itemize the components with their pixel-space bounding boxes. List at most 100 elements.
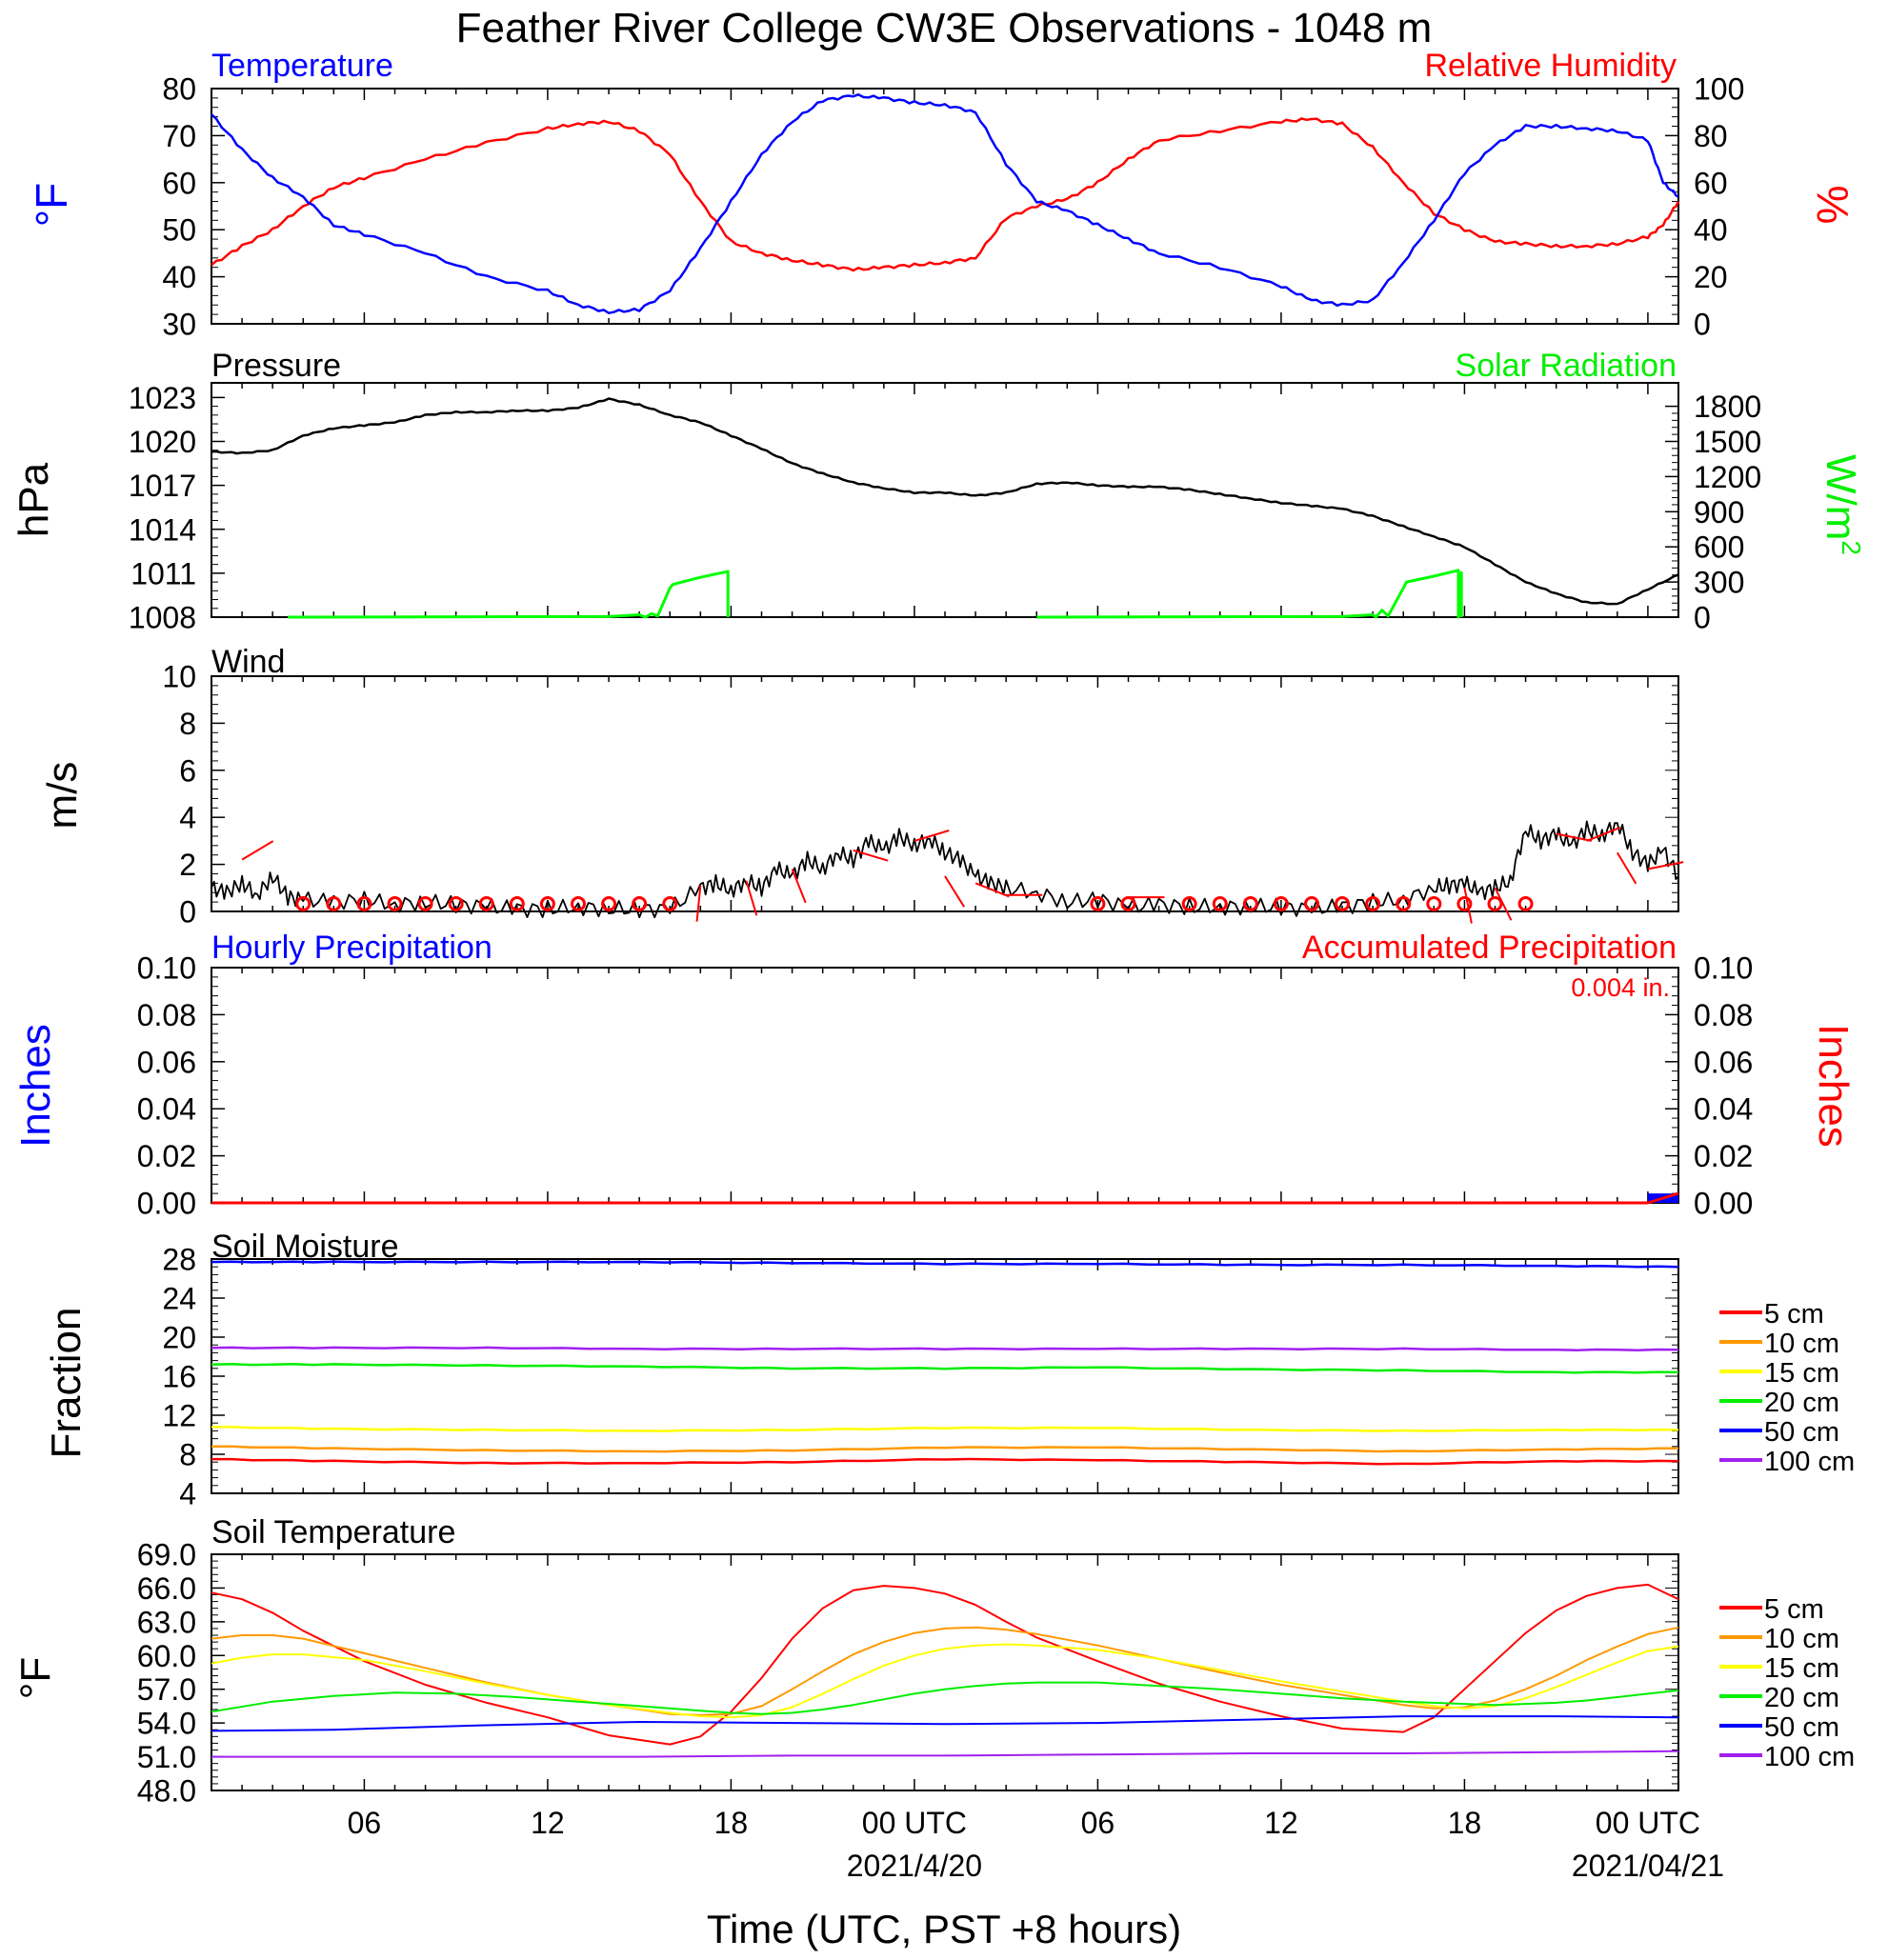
y-tick-label: 28 (162, 1243, 196, 1277)
y-tick-label: 8 (179, 707, 196, 741)
x-axis-tick-labels: 06 12 18 00 UTC 06 12 18 00 UTC 2021/4/20 2021/04… (348, 1806, 1724, 1883)
solar-line-day1 (288, 570, 730, 619)
legend-label: 5 cm (1764, 1299, 1824, 1330)
y-tick-label: 0.02 (137, 1139, 196, 1173)
accum-precip-line (211, 1191, 1679, 1205)
y-tick-label: 40 (162, 260, 196, 294)
x-tick-label: 18 (714, 1806, 749, 1840)
y-tick-label: 0.06 (137, 1045, 196, 1079)
wind-barb (745, 880, 758, 916)
wind-barb (241, 840, 274, 861)
wind-barb (1556, 832, 1593, 842)
calm-wind-marker (326, 896, 342, 911)
axis-label-soil-moisture: Fraction (43, 1308, 90, 1459)
panel-soil-temperature: Soil Temperature °F 48.051.054.057.060.0… (12, 1514, 1855, 1809)
y-tick-label: 57.0 (137, 1672, 196, 1707)
soil-moisture-line (211, 1260, 1679, 1269)
y-tick-label: 80 (162, 72, 196, 107)
plot-precipitation: 0.00 0.02 0.04 0.06 0.08 0.10 0.00 0.02 0.04 0.06… (137, 951, 1754, 1221)
wind-barb (974, 882, 1010, 898)
wind-barb (791, 869, 807, 904)
legend-label: 100 cm (1764, 1447, 1855, 1477)
y-tick-label: 66.0 (137, 1571, 196, 1606)
y-tick-label: 50 (162, 213, 196, 248)
y-tick-label: 69.0 (137, 1538, 196, 1572)
calm-wind-marker (571, 896, 586, 911)
y-tick-label: 20 (1694, 260, 1728, 294)
calm-wind-marker (662, 896, 678, 911)
panel-precipitation: Hourly Precipitation Accumulated Precipi… (12, 930, 1857, 1221)
y-tick-label: 2 (179, 848, 196, 882)
y-tick-label: 1500 (1694, 425, 1761, 459)
soil-moisture-line (211, 1346, 1679, 1351)
y-tick-label: 0 (1694, 308, 1711, 342)
calm-wind-marker (1273, 896, 1289, 911)
y-tick-label: 80 (1694, 119, 1728, 153)
axis-label-solar: W/m2 (1818, 454, 1866, 555)
panel-title-hourly-precip: Hourly Precipitation (211, 930, 492, 966)
calm-wind-marker (1090, 896, 1106, 911)
temperature-line (211, 93, 1679, 314)
y-tick-label: 100 (1694, 72, 1744, 107)
legend-label: 10 cm (1764, 1624, 1839, 1654)
legend-label: 100 cm (1764, 1742, 1855, 1772)
calm-wind-marker (539, 896, 555, 911)
panel-title-wind: Wind (211, 644, 285, 680)
legend-label: 5 cm (1764, 1594, 1824, 1625)
axis-label-pressure: hPa (10, 462, 57, 537)
y-tick-label: 60.0 (137, 1639, 196, 1673)
y-tick-label: 1800 (1694, 390, 1761, 424)
soil-moisture-line (211, 1426, 1679, 1432)
y-tick-label: 8 (179, 1438, 196, 1472)
y-tick-label: 0.04 (137, 1092, 196, 1127)
y-tick-label: 60 (1694, 166, 1728, 200)
x-tick-label: 12 (1264, 1806, 1298, 1840)
legend-label: 20 cm (1764, 1683, 1839, 1713)
axis-label-temperature: °F (27, 183, 76, 228)
plot-soil-moisture: 4 8 12 16 20 24 28 (162, 1243, 1679, 1511)
wind-barb (1647, 861, 1684, 870)
y-tick-label: 1014 (129, 512, 196, 547)
axis-label-accum-precip: Inches (1810, 1024, 1857, 1148)
panel-title-solar: Solar Radiation (1456, 348, 1677, 384)
plot-soil-temperature: 48.051.054.057.060.063.066.069.0 (137, 1538, 1679, 1809)
wind-barb (914, 830, 950, 842)
solar-line-day2 (1036, 569, 1463, 619)
soil-moisture-line (211, 1363, 1679, 1374)
legend-label: 10 cm (1764, 1329, 1839, 1359)
y-tick-label: 12 (162, 1399, 196, 1433)
precip-total-label: 0.004 in. (1571, 973, 1670, 1002)
soil-temperature-line (211, 1715, 1679, 1732)
y-tick-label: 30 (162, 308, 196, 342)
x-date-label: 2021/4/20 (847, 1849, 982, 1883)
calm-wind-marker (632, 896, 648, 911)
calm-wind-marker (1335, 896, 1351, 911)
y-tick-label: 0.08 (1694, 998, 1753, 1032)
y-tick-label: 0.10 (137, 951, 196, 986)
wind-barb (1586, 826, 1621, 842)
y-tick-label: 300 (1694, 566, 1744, 600)
y-tick-label: 0.10 (1694, 951, 1753, 986)
calm-wind-marker (1426, 896, 1442, 911)
y-tick-label: 48.0 (137, 1774, 196, 1809)
panel-title-accum-precip: Accumulated Precipitation (1302, 930, 1677, 966)
y-tick-label: 4 (179, 801, 196, 835)
x-axis-label: Time (UTC, PST +8 hours) (707, 1907, 1181, 1951)
calm-wind-marker (478, 896, 494, 911)
y-tick-label: 20 (162, 1321, 196, 1355)
y-tick-label: 4 (179, 1477, 196, 1511)
panel-title-pressure: Pressure (211, 348, 341, 384)
wind-barb (853, 849, 889, 862)
x-tick-label: 12 (531, 1806, 565, 1840)
y-tick-label: 60 (162, 166, 196, 200)
axis-label-humidity: % (1808, 186, 1858, 225)
panel-title-temperature: Temperature (211, 48, 393, 84)
y-tick-label: 1017 (129, 469, 196, 503)
y-tick-label: 0 (179, 895, 196, 930)
y-tick-label: 1200 (1694, 460, 1761, 494)
x-tick-label: 06 (348, 1806, 382, 1840)
